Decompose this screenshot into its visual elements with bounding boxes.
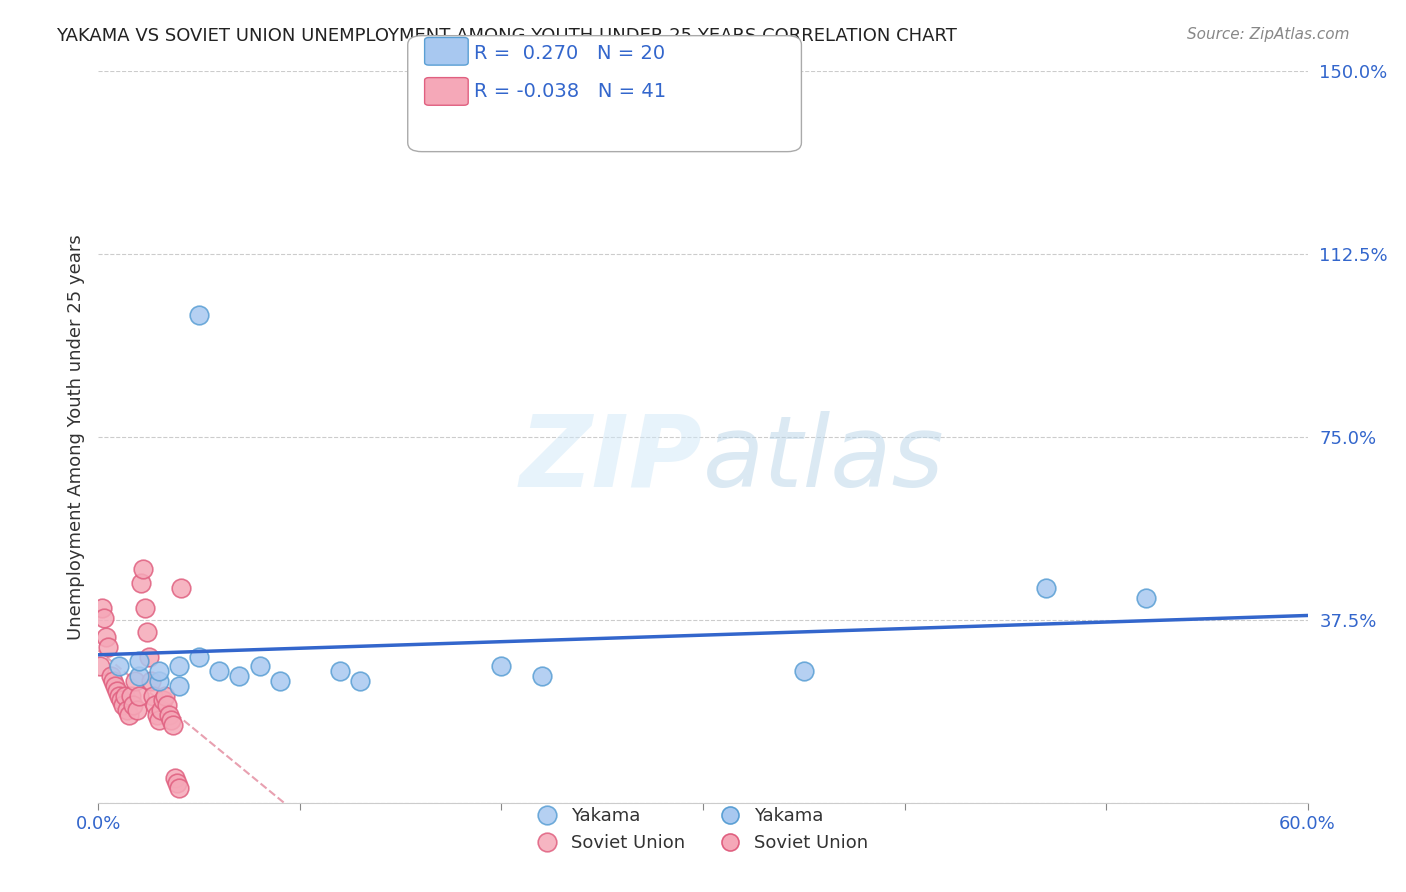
Soviet Union [157,708,180,723]
Soviet Union [146,708,169,723]
Soviet Union [97,640,120,654]
Soviet Union [149,703,172,717]
Text: atlas: atlas [703,410,945,508]
Soviet Union [134,600,156,615]
Yakama [128,669,150,683]
Soviet Union [160,713,183,727]
Soviet Union [121,698,143,713]
Soviet Union [110,693,132,707]
Text: Source: ZipAtlas.com: Source: ZipAtlas.com [1187,27,1350,42]
Yakama [269,673,291,688]
Text: R =  0.270   N = 20: R = 0.270 N = 20 [474,44,665,63]
Yakama [167,659,190,673]
Soviet Union [139,673,162,688]
Yakama [148,673,170,688]
Soviet Union [142,689,165,703]
Yakama [491,659,513,673]
Soviet Union [89,659,111,673]
Soviet Union [163,772,186,786]
Yakama [128,654,150,668]
Yakama [208,664,231,678]
Soviet Union [120,689,142,703]
Yakama [793,664,815,678]
Soviet Union [93,610,115,624]
Yakama [530,669,553,683]
Legend: Yakama, Soviet Union, Yakama, Soviet Union: Yakama, Soviet Union, Yakama, Soviet Uni… [531,799,875,860]
Yakama [167,679,190,693]
Text: YAKAMA VS SOVIET UNION UNEMPLOYMENT AMONG YOUTH UNDER 25 YEARS CORRELATION CHART: YAKAMA VS SOVIET UNION UNEMPLOYMENT AMON… [56,27,957,45]
Soviet Union [156,698,179,713]
Yakama [148,664,170,678]
Soviet Union [132,562,155,576]
Soviet Union [128,689,150,703]
Soviet Union [114,689,136,703]
Yakama [329,664,352,678]
Soviet Union [153,689,176,703]
Soviet Union [105,683,128,698]
Soviet Union [162,718,184,732]
Soviet Union [167,781,190,796]
Soviet Union [115,703,138,717]
Soviet Union [118,708,141,723]
Soviet Union [170,581,193,595]
Text: ZIP: ZIP [520,410,703,508]
Soviet Union [96,630,118,644]
Yakama [1135,591,1157,605]
Soviet Union [107,689,129,703]
Soviet Union [91,600,114,615]
Soviet Union [148,713,170,727]
Yakama [228,669,250,683]
Text: R = -0.038   N = 41: R = -0.038 N = 41 [474,82,666,102]
Yakama [188,649,211,664]
Soviet Union [103,679,125,693]
Soviet Union [143,698,166,713]
Soviet Union [100,669,122,683]
Soviet Union [138,649,160,664]
Yakama [1035,581,1057,595]
Yakama [349,673,371,688]
Y-axis label: Unemployment Among Youth under 25 years: Unemployment Among Youth under 25 years [66,235,84,640]
Yakama [249,659,271,673]
Soviet Union [135,625,157,640]
Soviet Union [129,576,152,591]
Yakama [188,308,211,322]
Soviet Union [111,698,134,713]
Soviet Union [124,673,146,688]
Soviet Union [166,776,188,790]
Soviet Union [125,703,148,717]
Soviet Union [101,673,124,688]
Yakama [107,659,129,673]
Soviet Union [152,693,174,707]
